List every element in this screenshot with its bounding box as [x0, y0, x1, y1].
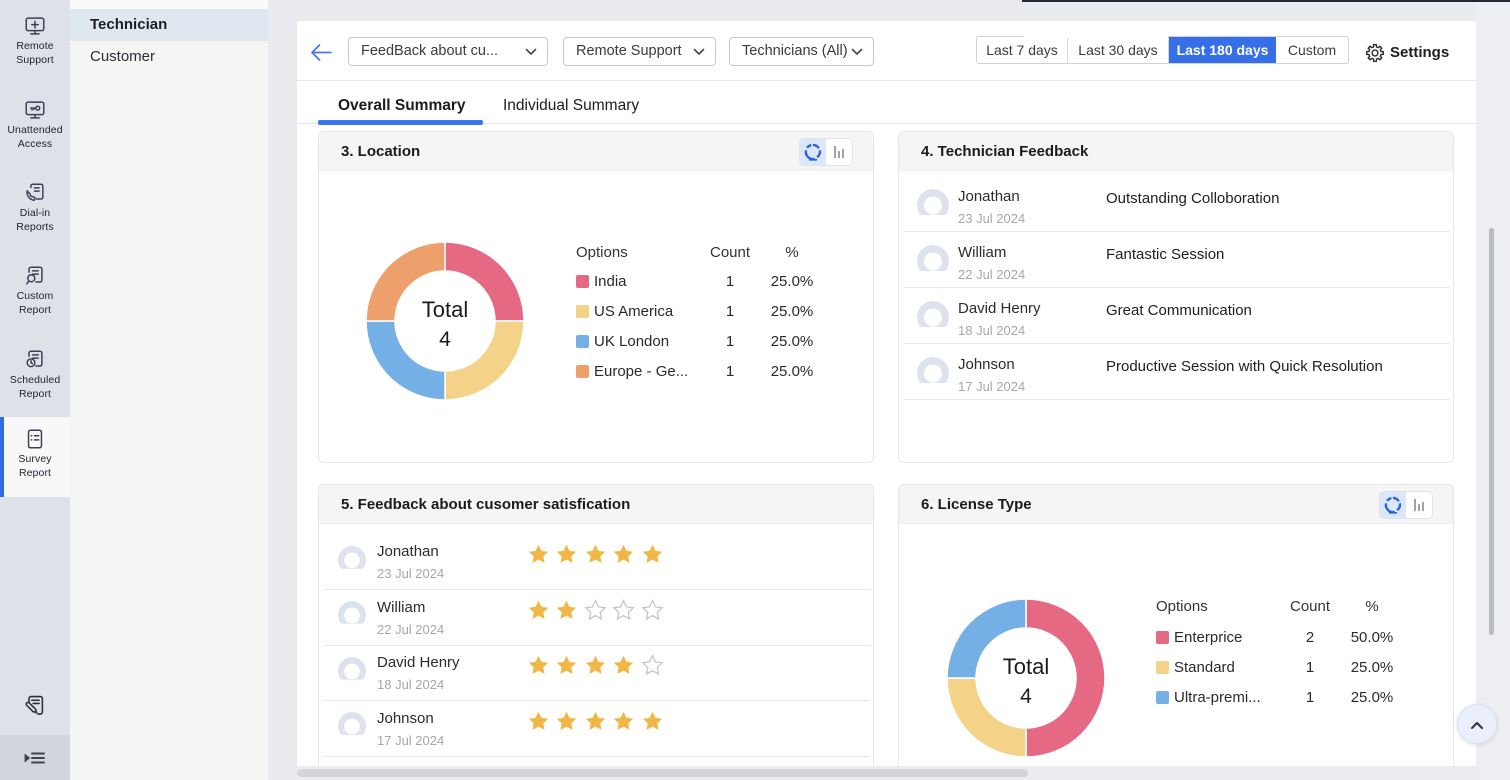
- svg-text:Total: Total: [1003, 654, 1049, 679]
- svg-text:Total: Total: [422, 297, 468, 322]
- svg-text:4: 4: [439, 328, 451, 351]
- svg-text:4: 4: [1020, 685, 1032, 708]
